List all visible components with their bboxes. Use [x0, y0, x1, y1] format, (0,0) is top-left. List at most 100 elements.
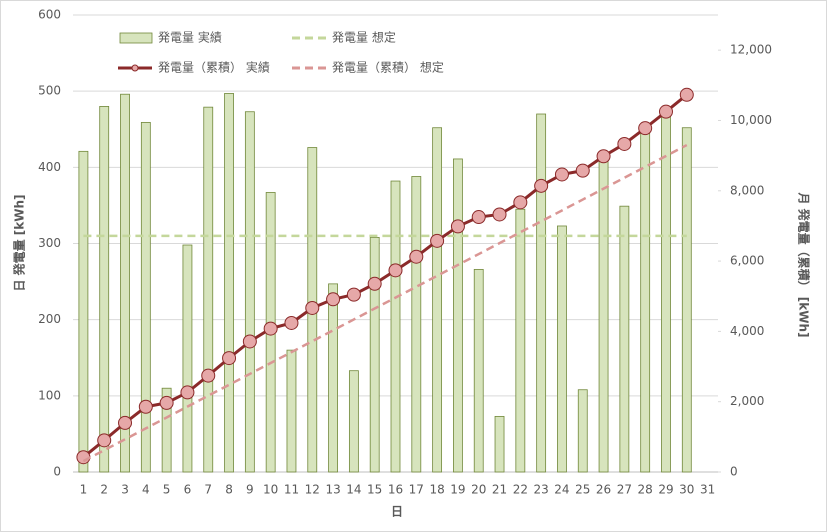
- marker: [513, 195, 528, 210]
- marker: [138, 399, 153, 414]
- marker: [201, 368, 216, 383]
- x-tick-label: 26: [596, 483, 611, 497]
- y-tick-label: 600: [38, 8, 61, 22]
- marker: [430, 233, 445, 248]
- y2-tick-label: 12,000: [730, 43, 772, 57]
- bar: [369, 237, 380, 473]
- marker: [471, 210, 486, 225]
- marker: [346, 287, 361, 302]
- y-tick-label: 100: [38, 388, 61, 402]
- bar: [328, 283, 338, 473]
- x-tick-label: 22: [513, 483, 528, 497]
- x-tick-label: 18: [429, 483, 444, 497]
- x-tick-label: 3: [121, 483, 129, 497]
- bar: [598, 159, 609, 473]
- x-tick-label: 12: [305, 483, 320, 497]
- legend-marker: [131, 64, 139, 72]
- x-axis-title: 日: [391, 505, 403, 519]
- marker: [679, 87, 694, 102]
- bar: [161, 387, 172, 473]
- y2-axis-title: 月 発電量（累積） [kWh]: [797, 191, 812, 337]
- y2-tick-label: 10,000: [730, 113, 772, 127]
- y2-tick-label: 4,000: [730, 324, 764, 338]
- x-tick-label: 7: [204, 483, 212, 497]
- line: [82, 143, 688, 463]
- bar: [661, 113, 671, 473]
- y-tick-label: 200: [38, 312, 61, 326]
- x-tick-label: 23: [534, 483, 549, 497]
- bar: [557, 225, 567, 473]
- legend-label: 発電量 実績: [158, 30, 222, 45]
- bar: [515, 208, 526, 473]
- x-tick-label: 30: [679, 483, 694, 497]
- marker: [367, 276, 382, 291]
- bar: [453, 158, 463, 473]
- marker: [450, 219, 465, 234]
- x-tick-label: 19: [450, 483, 465, 497]
- legend-label: 発電量 想定: [332, 30, 396, 45]
- x-tick-label: 4: [142, 483, 150, 497]
- marker: [284, 315, 299, 330]
- marker: [575, 163, 590, 178]
- y-axis-title: 日 発電量 [kWh]: [12, 194, 27, 291]
- bar: [286, 349, 297, 473]
- bar: [640, 128, 651, 473]
- legend-label: 発電量（累積） 想定: [332, 60, 444, 75]
- legend-swatch: [119, 32, 153, 44]
- x-tick-label: 17: [409, 483, 424, 497]
- marker: [97, 433, 112, 448]
- marker: [658, 104, 673, 119]
- x-tick-label: 9: [246, 483, 254, 497]
- marker: [222, 351, 237, 366]
- x-tick-label: 16: [388, 483, 403, 497]
- bar: [203, 106, 214, 473]
- bar: [473, 268, 484, 473]
- bar: [390, 180, 401, 473]
- marker: [305, 300, 320, 315]
- x-tick-label: 8: [225, 483, 233, 497]
- bar: [411, 176, 422, 473]
- x-tick-label: 10: [263, 483, 278, 497]
- y-tick-label: 400: [38, 160, 61, 174]
- x-tick-label: 28: [638, 483, 653, 497]
- y2-tick-label: 0: [730, 465, 738, 479]
- x-tick-label: 21: [492, 483, 507, 497]
- marker: [76, 450, 91, 465]
- bar: [182, 244, 193, 473]
- x-tick-label: 14: [346, 483, 361, 497]
- marker: [388, 263, 403, 278]
- x-tick-label: 31: [700, 483, 715, 497]
- marker: [617, 136, 632, 151]
- bar: [536, 113, 547, 473]
- bar: [619, 205, 630, 473]
- marker: [638, 121, 653, 136]
- marker: [554, 167, 569, 182]
- x-tick-label: 25: [575, 483, 590, 497]
- bar: [78, 150, 89, 473]
- marker: [159, 395, 174, 410]
- x-tick-label: 5: [163, 483, 171, 497]
- marker: [534, 178, 549, 193]
- marker: [180, 385, 195, 400]
- marker: [596, 149, 611, 164]
- legend-label: 発電量（累積） 実績: [158, 60, 270, 75]
- marker: [263, 321, 278, 336]
- y2-tick-label: 2,000: [730, 394, 764, 408]
- marker: [118, 415, 133, 430]
- bar: [348, 370, 359, 473]
- x-tick-label: 27: [617, 483, 632, 497]
- marker: [409, 249, 424, 264]
- x-tick-label: 6: [184, 483, 192, 497]
- bar: [99, 106, 110, 473]
- bar: [494, 415, 505, 473]
- x-tick-label: 15: [367, 483, 382, 497]
- y-tick-label: 500: [38, 84, 61, 98]
- x-tick-label: 13: [325, 483, 340, 497]
- y-tick-label: 300: [38, 236, 61, 250]
- marker: [242, 334, 257, 349]
- x-tick-label: 1: [80, 483, 88, 497]
- marker: [492, 207, 507, 222]
- bar: [140, 121, 151, 473]
- x-tick-label: 24: [554, 483, 569, 497]
